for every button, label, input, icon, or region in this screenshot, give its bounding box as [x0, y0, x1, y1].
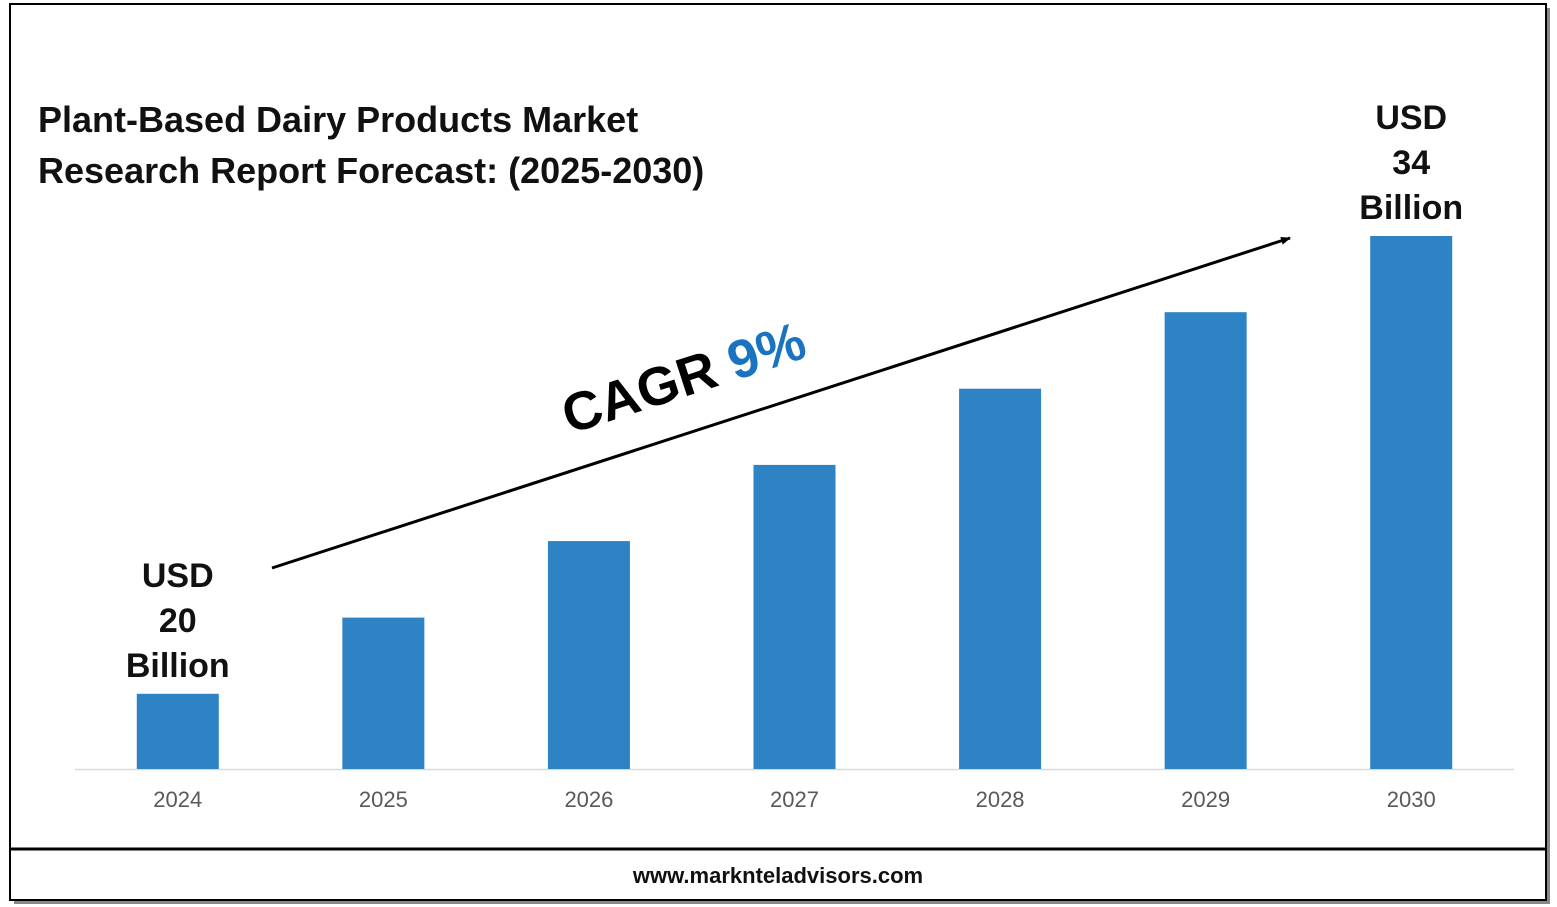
- trend-arrow: [271, 236, 1291, 570]
- bar: [959, 388, 1042, 769]
- bar: [547, 541, 630, 769]
- chart-title: Plant-Based Dairy Products Market Resear…: [38, 99, 705, 191]
- x-tick-label: 2028: [976, 787, 1025, 812]
- value-label: USD 34 Billion: [1359, 99, 1463, 227]
- bar: [1370, 236, 1453, 769]
- value-label-line: USD: [1375, 99, 1447, 137]
- x-tick-label: 2027: [770, 787, 819, 812]
- x-tick-label: 2029: [1181, 787, 1230, 812]
- value-label-line: USD: [142, 557, 214, 595]
- x-tick-label: 2025: [359, 787, 408, 812]
- footer: www.marknteladvisors.com: [632, 863, 923, 888]
- bar: [1164, 312, 1247, 769]
- x-tick-label: 2030: [1387, 787, 1436, 812]
- value-label: USD 20 Billion: [126, 557, 230, 685]
- value-label-line: 20: [159, 602, 197, 640]
- bar: [753, 464, 836, 769]
- value-label-line: 34: [1392, 144, 1430, 182]
- value-label-line: Billion: [1359, 189, 1463, 227]
- value-label-line: Billion: [126, 647, 230, 685]
- x-tick-label: 2026: [564, 787, 613, 812]
- x-tick-label: 2024: [153, 787, 202, 812]
- bar: [136, 693, 219, 769]
- bar: [342, 617, 425, 769]
